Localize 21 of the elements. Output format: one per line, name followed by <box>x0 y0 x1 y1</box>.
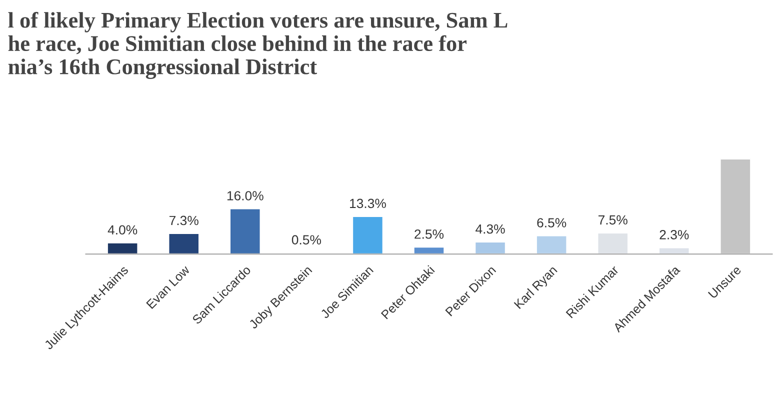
bar <box>536 234 568 254</box>
bar <box>596 232 629 254</box>
data-label: 7.3% <box>169 216 198 226</box>
data-label: 16.0% <box>227 191 264 200</box>
data-label: 0.5% <box>292 235 321 244</box>
bar <box>412 246 446 254</box>
data-label: 4.0% <box>108 225 138 235</box>
bar <box>229 208 262 254</box>
data-label: 2.5% <box>414 229 444 239</box>
bar <box>168 232 200 254</box>
bar <box>719 158 752 254</box>
bar <box>474 241 506 254</box>
data-label: 6.5% <box>537 218 566 228</box>
chart-title: l of likely Primary Election voters are unsure, Sam L he race, Joe Simitian close behind in the race for nia’s 16th Congressional District <box>8 12 508 79</box>
data-label: 13.3% <box>350 198 386 208</box>
data-label: 2.3% <box>660 230 689 240</box>
data-label: 4.3% <box>476 224 505 234</box>
bar <box>106 242 139 254</box>
data-label: 7.5% <box>598 215 628 225</box>
bar <box>658 246 690 254</box>
bar <box>352 216 384 254</box>
